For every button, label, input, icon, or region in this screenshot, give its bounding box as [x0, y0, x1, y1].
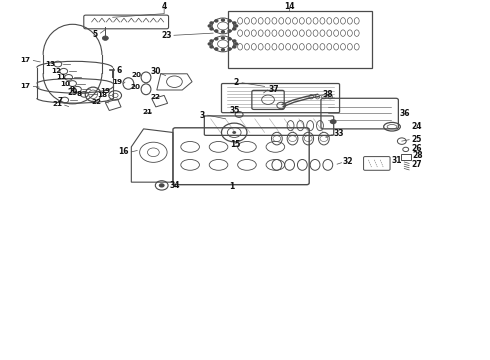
Text: 10: 10: [60, 81, 70, 86]
Text: 2: 2: [234, 78, 239, 87]
Text: 20: 20: [131, 72, 141, 78]
Text: 17: 17: [21, 84, 30, 89]
Circle shape: [221, 37, 224, 39]
Text: 30: 30: [150, 67, 161, 76]
Text: 5: 5: [93, 30, 98, 39]
Circle shape: [208, 43, 211, 45]
Circle shape: [215, 30, 218, 32]
Circle shape: [210, 28, 213, 30]
Text: 15: 15: [230, 140, 241, 149]
Text: 20: 20: [130, 84, 140, 90]
Text: 19: 19: [100, 88, 111, 94]
Text: 34: 34: [169, 181, 179, 190]
Circle shape: [235, 25, 238, 27]
Text: 1: 1: [230, 182, 235, 191]
Text: 21: 21: [142, 109, 152, 114]
Circle shape: [159, 183, 165, 188]
Text: 8: 8: [77, 91, 82, 97]
Circle shape: [215, 20, 218, 22]
Text: 29: 29: [67, 89, 77, 98]
Circle shape: [210, 46, 213, 48]
Circle shape: [102, 36, 108, 40]
Circle shape: [233, 40, 236, 42]
Text: 6: 6: [117, 66, 122, 75]
Circle shape: [330, 119, 337, 124]
Circle shape: [228, 38, 231, 40]
Bar: [401, 154, 411, 160]
Text: 18: 18: [98, 93, 108, 98]
Text: 22: 22: [151, 94, 161, 100]
Text: 7: 7: [57, 97, 62, 103]
Text: 36: 36: [400, 109, 410, 118]
Text: 37: 37: [269, 85, 279, 94]
Bar: [228, 11, 372, 68]
Text: 16: 16: [118, 148, 128, 156]
Text: 21: 21: [53, 102, 63, 107]
Circle shape: [233, 28, 236, 30]
Text: 17: 17: [21, 58, 30, 63]
Circle shape: [233, 22, 236, 24]
Text: 27: 27: [412, 161, 422, 170]
Text: 28: 28: [413, 151, 423, 160]
Text: 24: 24: [412, 122, 422, 131]
Text: 22: 22: [92, 99, 102, 104]
Circle shape: [232, 131, 236, 134]
Text: 14: 14: [284, 2, 294, 11]
Text: 38: 38: [322, 90, 333, 99]
Text: 23: 23: [162, 31, 172, 40]
Text: 33: 33: [333, 129, 343, 138]
Text: 9: 9: [70, 86, 75, 92]
Text: 11: 11: [56, 75, 66, 80]
Circle shape: [210, 40, 213, 42]
Circle shape: [208, 25, 211, 27]
Text: 12: 12: [51, 68, 61, 74]
Text: 25: 25: [412, 135, 422, 144]
Text: 26: 26: [412, 144, 422, 153]
Circle shape: [215, 48, 218, 50]
Circle shape: [228, 48, 231, 50]
Circle shape: [221, 31, 224, 33]
Text: 4: 4: [162, 2, 167, 11]
Text: 31: 31: [391, 156, 401, 165]
Text: 13: 13: [46, 61, 55, 67]
Text: 32: 32: [343, 157, 353, 166]
Circle shape: [215, 38, 218, 40]
Circle shape: [228, 30, 231, 32]
Circle shape: [210, 22, 213, 24]
Text: 19: 19: [112, 79, 122, 85]
Circle shape: [221, 19, 224, 21]
Text: 3: 3: [199, 111, 205, 120]
Circle shape: [228, 20, 231, 22]
Circle shape: [235, 43, 238, 45]
Circle shape: [221, 49, 224, 51]
Circle shape: [233, 46, 236, 48]
Text: 35: 35: [230, 107, 241, 116]
